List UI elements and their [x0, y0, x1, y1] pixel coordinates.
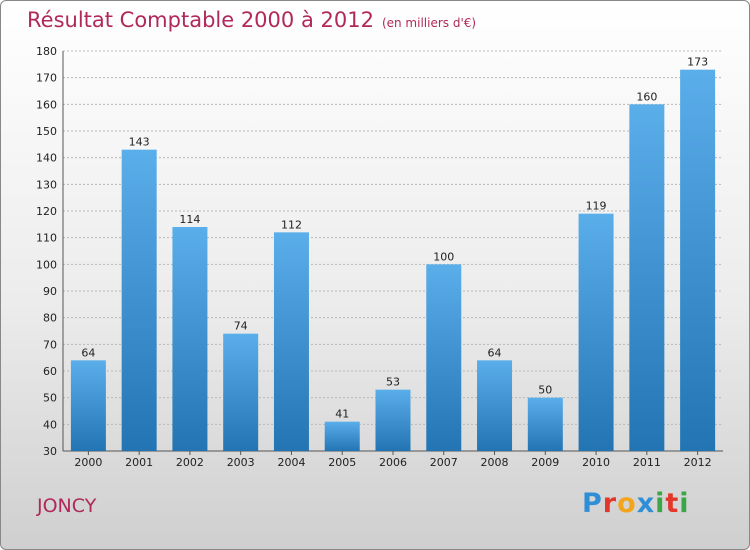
x-tick-label: 2007	[430, 456, 458, 469]
bar	[223, 333, 259, 451]
bar	[375, 389, 411, 451]
bar	[273, 232, 309, 451]
value-label: 41	[335, 408, 349, 421]
y-tick-label: 100	[36, 258, 57, 271]
bar	[324, 421, 360, 451]
value-label: 114	[179, 213, 200, 226]
bar	[680, 69, 716, 452]
logo-letter: r	[602, 488, 618, 519]
bar	[121, 149, 157, 451]
y-tick-label: 80	[43, 312, 57, 325]
x-tick-label: 2010	[582, 456, 610, 469]
y-tick-label: 120	[36, 205, 57, 218]
y-tick-label: 170	[36, 72, 57, 85]
x-tick-label: 2005	[328, 456, 356, 469]
value-label: 50	[538, 384, 552, 397]
value-label: 74	[234, 320, 248, 333]
proxiti-logo: Proxiti	[582, 488, 690, 519]
logo-letter: x	[636, 488, 656, 519]
bar	[426, 264, 462, 451]
value-label: 119	[586, 200, 607, 213]
x-tick-label: 2003	[227, 456, 255, 469]
x-tick-label: 2011	[633, 456, 661, 469]
y-tick-label: 40	[43, 418, 57, 431]
x-tick-label: 2001	[125, 456, 153, 469]
value-label: 53	[386, 376, 400, 389]
value-label: 173	[687, 56, 708, 69]
logo-letter: i	[655, 488, 666, 519]
y-tick-label: 150	[36, 125, 57, 138]
y-tick-label: 180	[36, 45, 57, 58]
logo-letter: t	[665, 488, 680, 519]
bar	[477, 360, 513, 451]
title-unit: (en milliers d'€)	[381, 16, 477, 30]
x-tick-label: 2008	[481, 456, 509, 469]
value-label: 143	[129, 136, 150, 149]
x-tick-label: 2004	[277, 456, 305, 469]
y-tick-label: 30	[43, 445, 57, 458]
bar	[172, 227, 208, 451]
y-tick-label: 90	[43, 285, 57, 298]
title-main: Résultat Comptable 2000 à 2012	[27, 8, 374, 32]
x-tick-label: 2002	[176, 456, 204, 469]
logo-letter: i	[679, 488, 690, 519]
x-tick-label: 2006	[379, 456, 407, 469]
y-tick-label: 50	[43, 392, 57, 405]
value-label: 100	[433, 250, 454, 263]
x-tick-label: 2000	[74, 456, 102, 469]
x-tick-label: 2009	[531, 456, 559, 469]
value-label: 160	[636, 90, 657, 103]
value-label: 64	[81, 346, 95, 359]
logo-letter: P	[582, 488, 603, 519]
y-tick-label: 130	[36, 178, 57, 191]
y-tick-label: 110	[36, 232, 57, 245]
bar	[578, 213, 614, 451]
bar	[629, 104, 665, 451]
y-tick-label: 140	[36, 152, 57, 165]
chart-title: Résultat Comptable 2000 à 2012 (en millie…	[27, 8, 476, 32]
commune-name: JONCY	[37, 495, 97, 517]
y-tick-label: 70	[43, 338, 57, 351]
y-tick-label: 160	[36, 98, 57, 111]
value-label: 64	[488, 346, 502, 359]
logo-letter: o	[617, 488, 637, 519]
x-tick-label: 2012	[684, 456, 712, 469]
bar	[70, 360, 106, 451]
y-tick-label: 60	[43, 365, 57, 378]
bar	[527, 397, 563, 451]
value-label: 112	[281, 218, 302, 231]
